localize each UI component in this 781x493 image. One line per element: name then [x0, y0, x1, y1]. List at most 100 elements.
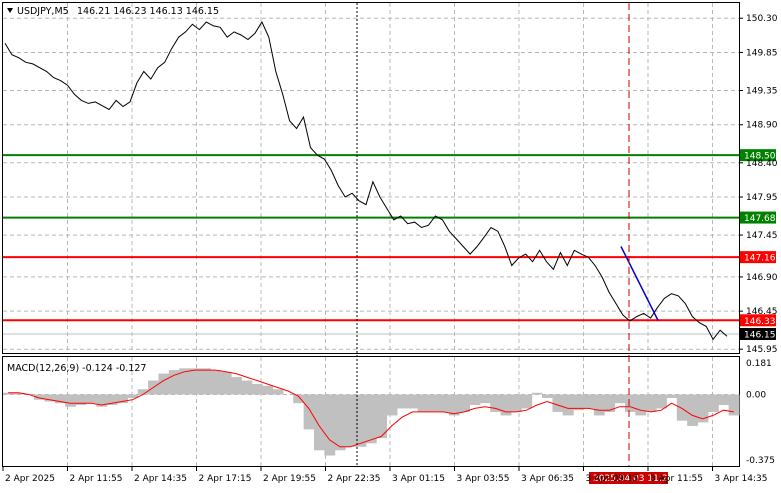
y-tick-label: 148.90 — [746, 121, 778, 131]
x-tick-label: 3 Apr 11:55 — [650, 474, 703, 484]
macd-histogram-bar — [428, 394, 439, 412]
macd-histogram-bar — [313, 394, 325, 451]
macd-histogram-bar — [220, 371, 232, 395]
macd-histogram-bar — [241, 380, 253, 395]
macd-y-label: 0.181 — [746, 359, 772, 369]
macd-histogram-bar — [106, 394, 118, 405]
vertical-markers: 2025.04.03 11:20 — [356, 3, 674, 484]
macd-histogram-bar — [376, 394, 388, 439]
price-level-tag — [740, 314, 776, 327]
macd-histogram-bar — [85, 394, 97, 404]
macd-histogram-bar — [96, 394, 108, 407]
macd-histogram-bar — [34, 394, 45, 400]
macd-histogram-bar — [13, 392, 25, 395]
macd-histogram-bar — [210, 370, 222, 395]
macd-histogram-bar — [303, 394, 315, 430]
macd-histogram-bar — [44, 394, 56, 402]
ohlc-readout: 146.21 146.23 146.13 146.15 — [77, 6, 219, 17]
macd-histogram-bar — [438, 394, 450, 412]
macd-histogram-bar — [562, 394, 574, 416]
macd-histogram-bar — [127, 394, 139, 398]
price-level-tag — [740, 211, 776, 224]
macd-histogram-bar — [490, 394, 502, 412]
macd-histogram-bar — [407, 394, 419, 409]
x-tick-label: 3 Apr 01:15 — [392, 474, 445, 484]
macd-histogram-bar — [583, 394, 595, 409]
x-tick-label: 3 Apr 03:55 — [457, 474, 510, 484]
macd-histogram-bar — [272, 389, 284, 395]
symbol-label[interactable]: USDJPY,M5 — [17, 6, 69, 17]
horizontal-levels[interactable]: 148.50 147.68 147.16 146.33 146.15 — [3, 149, 776, 340]
x-tick-label: 3 Apr 14:35 — [715, 474, 768, 484]
macd-histogram-bar — [231, 377, 242, 395]
macd-histogram-bar — [687, 394, 699, 426]
macd-histogram-bar — [168, 370, 180, 395]
macd-histogram-bar — [676, 394, 688, 421]
y-tick-label: 145.95 — [746, 345, 778, 355]
macd-histogram-bar — [521, 394, 533, 409]
macd-label: MACD(12,26,9) -0.124 -0.127 — [7, 363, 146, 374]
macd-histogram-bar — [199, 368, 211, 395]
macd-histogram-bar — [542, 394, 553, 398]
macd-histogram-bar — [158, 373, 170, 395]
macd-histogram-bar — [334, 394, 346, 451]
price-series — [4, 20, 728, 341]
macd-histogram-bar — [179, 368, 191, 395]
macd-histogram-bar — [459, 394, 470, 412]
price-panel-frame — [2, 2, 740, 354]
price-level-tag — [740, 149, 776, 162]
x-tick-label: 2 Apr 19:55 — [263, 474, 316, 484]
y-tick-label: 148.40 — [746, 159, 778, 169]
macd-histogram-bar — [65, 394, 77, 407]
macd-indicator — [3, 368, 740, 456]
macd-histogram-bar — [293, 394, 305, 404]
macd-histogram-bar — [510, 394, 522, 412]
macd-histogram-bar — [3, 392, 14, 395]
y-tick-label: 146.90 — [746, 273, 778, 283]
macd-histogram-bar — [417, 394, 429, 412]
grid — [3, 3, 739, 466]
macd-histogram-bar — [469, 394, 481, 405]
macd-histogram-bar — [448, 394, 460, 416]
macd-histogram-bar — [500, 394, 512, 416]
macd-histogram-bar — [707, 394, 719, 412]
price-level-tag — [740, 251, 776, 264]
x-tick-label: 2 Apr 17:15 — [199, 474, 252, 484]
price-level-label: 147.16 — [744, 254, 776, 264]
axes: 2 Apr 2025 2 Apr 11:55 2 Apr 14:35 2 Apr 17… — [2, 14, 778, 484]
macd-histogram-bar — [355, 394, 367, 447]
macd-y-label: 0.00 — [746, 390, 766, 400]
macd-histogram-bar — [552, 394, 564, 412]
symbol-dropdown-icon[interactable] — [7, 8, 13, 13]
x-tick-label: 2 Apr 2025 — [5, 474, 55, 484]
y-tick-label: 147.95 — [746, 193, 778, 203]
macd-histogram-bar — [728, 394, 740, 416]
macd-histogram-bar — [137, 389, 149, 395]
x-tick-label: 2 Apr 11:55 — [70, 474, 123, 484]
macd-histogram-bar — [345, 394, 356, 447]
macd-histogram-bar — [324, 394, 336, 456]
x-tick-label: 3 Apr 06:35 — [521, 474, 574, 484]
trend-line — [620, 246, 659, 321]
x-tick-label: 3 Apr 09:15 — [586, 474, 639, 484]
macd-histogram-bar — [604, 394, 616, 412]
crosshair-time-label: 2025.04.03 11:20 — [593, 474, 674, 484]
macd-histogram-bar — [54, 394, 66, 404]
price-level-label: 146.33 — [744, 317, 776, 327]
macd-histogram-bar — [251, 384, 263, 395]
y-tick-label: 147.45 — [746, 231, 778, 241]
macd-y-label: -0.375 — [746, 456, 775, 466]
price-level-label: 148.50 — [744, 152, 776, 162]
crosshair-time-tag — [589, 472, 668, 484]
macd-histogram-bar — [262, 385, 274, 395]
macd-histogram-bar — [635, 394, 647, 416]
macd-histogram-bar — [189, 368, 201, 395]
macd-histogram-bar — [386, 394, 398, 416]
macd-histogram-bar — [117, 394, 128, 404]
macd-histogram-bar — [718, 394, 730, 405]
macd-histogram-bar — [396, 394, 408, 409]
macd-histogram-bar — [624, 394, 636, 412]
x-tick-label: 2 Apr 14:35 — [134, 474, 187, 484]
